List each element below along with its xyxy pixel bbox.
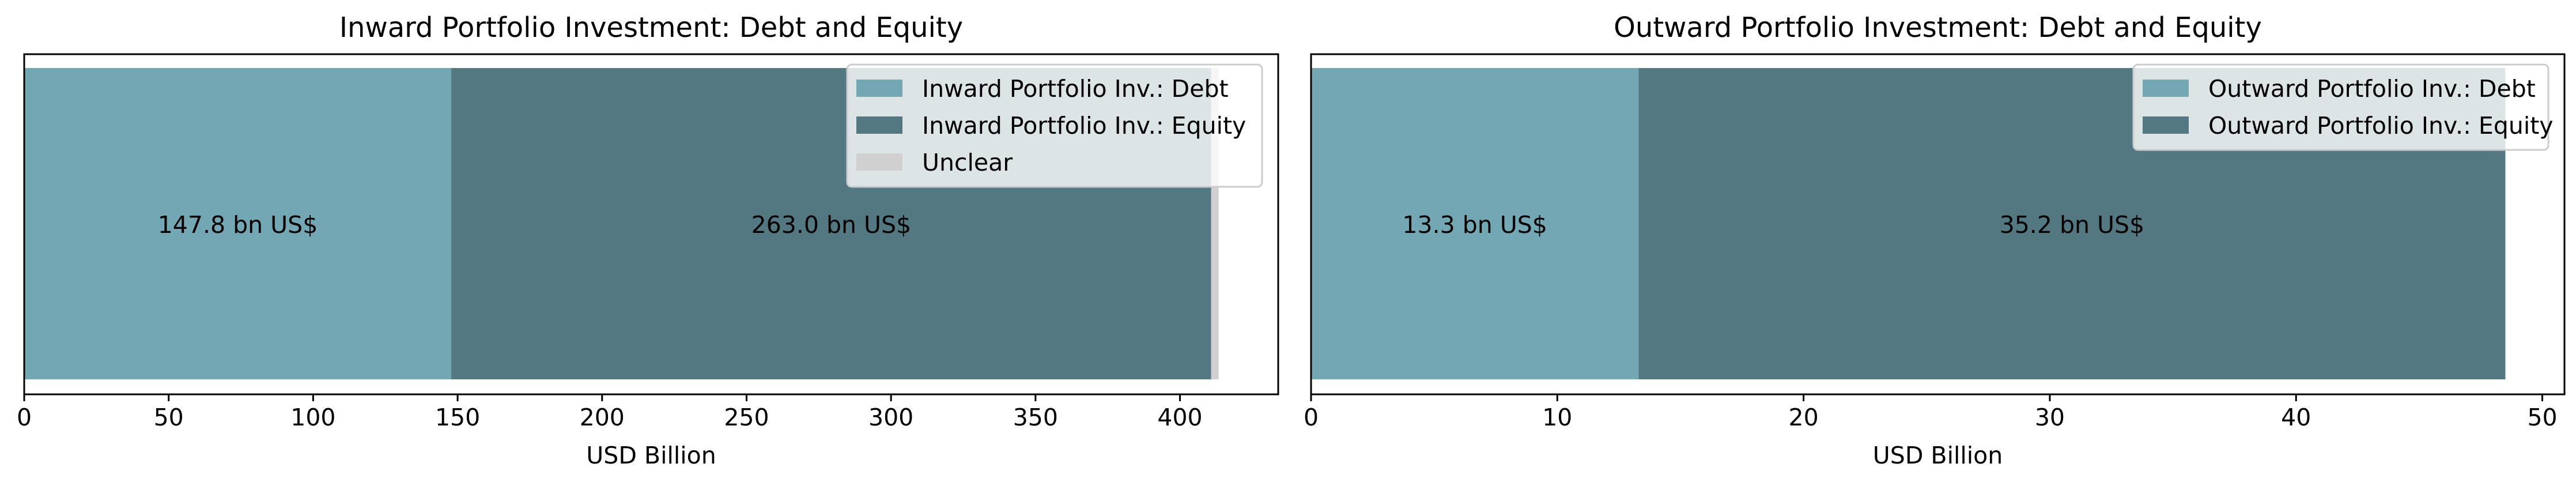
x-tick-label: 250 — [724, 404, 769, 431]
x-tick-label: 350 — [1013, 404, 1058, 431]
x-tick-label: 40 — [2281, 404, 2311, 431]
plot-frame — [1310, 53, 2566, 395]
x-tick-label: 400 — [1157, 404, 1202, 431]
outward-chart: Outward Portfolio Investment: Debt and E… — [1304, 12, 2566, 469]
x-tick-label: 50 — [154, 404, 184, 431]
bar-segment-1 — [1311, 68, 1639, 379]
legend-swatch — [856, 116, 902, 134]
legend-swatch — [2143, 80, 2189, 97]
legend-swatch — [856, 80, 902, 97]
bar-segment-1 — [24, 68, 452, 379]
inward-chart: Inward Portfolio Investment: Debt and Eq… — [17, 12, 1279, 469]
x-tick-label: 150 — [435, 404, 480, 431]
x-tick-label: 30 — [2035, 404, 2065, 431]
legend-entry: Inward Portfolio Inv.: Debt — [922, 75, 1229, 103]
bar-data-label: 35.2 bn US$ — [2000, 211, 2145, 239]
bar-data-label: 13.3 bn US$ — [1402, 211, 1547, 239]
x-tick-label: 200 — [580, 404, 625, 431]
x-axis-label: USD Billion — [1873, 442, 2003, 469]
x-tick-label: 100 — [290, 404, 335, 431]
plot-frame — [23, 53, 1279, 395]
legend-swatch — [2143, 116, 2189, 134]
x-tick-label: 10 — [1542, 404, 1572, 431]
x-tick-label: 50 — [2527, 404, 2557, 431]
legend-entry: Outward Portfolio Inv.: Debt — [2208, 75, 2536, 103]
bar-data-label: 263.0 bn US$ — [751, 211, 912, 239]
x-axis-label: USD Billion — [586, 442, 716, 469]
legend — [846, 63, 1263, 188]
legend-swatch — [856, 153, 902, 171]
legend-entry: Outward Portfolio Inv.: Equity — [2208, 112, 2554, 140]
x-tick-label: 0 — [1304, 404, 1319, 431]
chart-title: Outward Portfolio Investment: Debt and E… — [1614, 12, 2262, 44]
bar-data-label: 147.8 bn US$ — [158, 211, 318, 239]
x-tick-label: 300 — [868, 404, 913, 431]
x-tick-label: 0 — [17, 404, 32, 431]
chart-title: Inward Portfolio Investment: Debt and Eq… — [339, 12, 963, 44]
legend — [2132, 63, 2549, 151]
legend-entry: Unclear — [922, 149, 1013, 176]
x-tick-label: 20 — [1789, 404, 1819, 431]
legend-entry: Inward Portfolio Inv.: Equity — [922, 112, 1246, 140]
